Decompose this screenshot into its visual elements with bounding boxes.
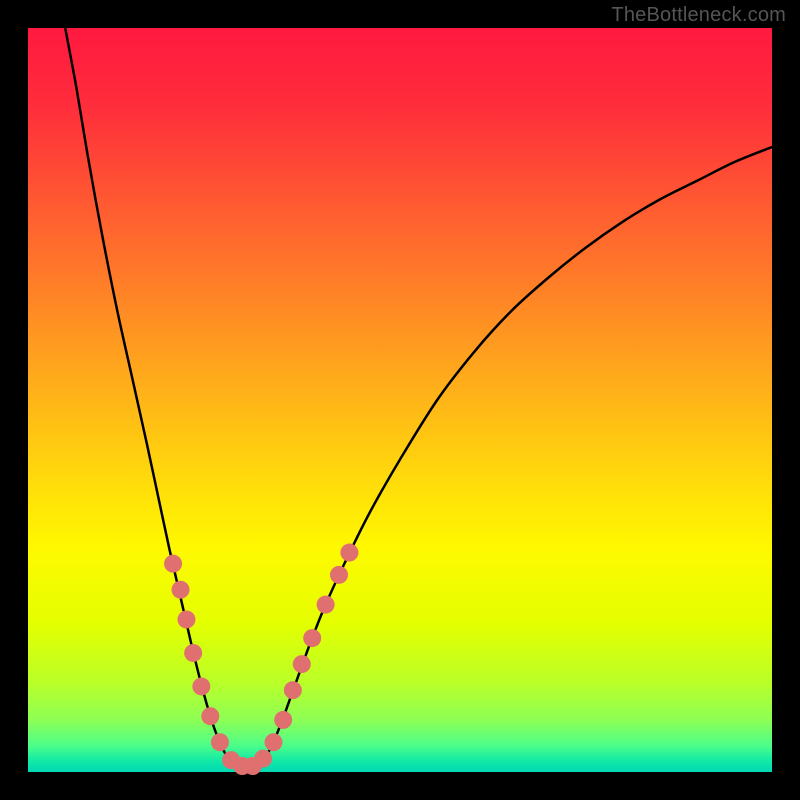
data-marker [211, 733, 229, 751]
chart-container: TheBottleneck.com [0, 0, 800, 800]
watermark-text: TheBottleneck.com [611, 4, 786, 27]
data-marker [164, 555, 182, 573]
data-marker [303, 629, 321, 647]
bottleneck-curve-chart [0, 0, 800, 800]
data-marker [184, 644, 202, 662]
data-marker [293, 655, 311, 673]
data-marker [284, 681, 302, 699]
data-marker [201, 707, 219, 725]
plot-background [28, 28, 772, 772]
data-marker [274, 711, 292, 729]
data-marker [192, 677, 210, 695]
data-marker [172, 581, 190, 599]
data-marker [265, 733, 283, 751]
data-marker [177, 610, 195, 628]
data-marker [340, 544, 358, 562]
data-marker [330, 566, 348, 584]
data-marker [254, 750, 272, 768]
data-marker [317, 596, 335, 614]
